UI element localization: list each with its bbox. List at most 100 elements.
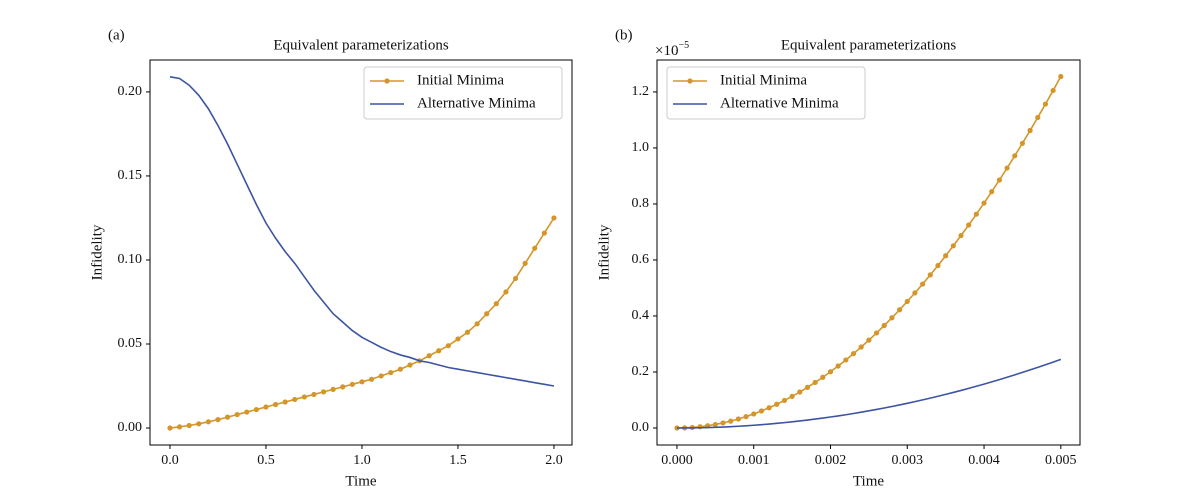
point — [996, 177, 1002, 183]
point — [426, 353, 432, 359]
point — [943, 253, 949, 259]
point — [950, 243, 956, 249]
point — [368, 376, 375, 382]
y-offset: ×10−5 — [655, 40, 689, 59]
point — [827, 369, 834, 375]
y-tick-label: 0.20 — [118, 84, 143, 99]
point — [474, 321, 480, 327]
point — [349, 381, 355, 387]
x-tick-label: 0.003 — [892, 453, 924, 468]
point — [889, 315, 895, 321]
point — [789, 393, 795, 399]
y-tick-label: 1.0 — [632, 140, 650, 155]
panel-label: (b) — [615, 27, 633, 43]
point — [981, 200, 987, 206]
legend: Initial Minima Alternative Minima — [666, 66, 866, 120]
series-line — [169, 217, 555, 429]
point — [797, 389, 803, 395]
legend-box — [363, 66, 563, 120]
x-tick-label: 0.004 — [968, 453, 1000, 468]
axes-frame — [149, 59, 573, 446]
point — [912, 290, 918, 296]
x-tick-label: 0.001 — [738, 453, 770, 468]
point — [464, 329, 471, 335]
point — [292, 396, 298, 403]
point — [196, 421, 202, 427]
point — [1058, 73, 1064, 80]
point — [881, 322, 887, 329]
x-tick-label: 0.0 — [161, 453, 179, 468]
point — [1027, 127, 1033, 134]
y-tick-label: 0.2 — [632, 364, 650, 379]
y-tick-label: 0.05 — [118, 336, 143, 351]
point — [311, 391, 317, 398]
y-tick-label: 0.4 — [632, 308, 650, 323]
point — [320, 389, 327, 395]
point — [728, 418, 734, 424]
x-tick-label: 0.5 — [257, 453, 275, 468]
point — [896, 307, 903, 313]
point — [858, 344, 864, 350]
chart-title: Equivalent parameterizations — [781, 37, 957, 53]
point — [301, 394, 307, 400]
point — [966, 222, 972, 228]
x-tick-label: 1.0 — [353, 453, 371, 468]
point — [973, 211, 979, 217]
x-tick-label: 1.5 — [449, 453, 467, 468]
axes-frame — [656, 59, 1081, 446]
point — [720, 420, 726, 426]
y-tick-label: 0.6 — [632, 252, 650, 267]
point — [224, 414, 231, 420]
point — [455, 336, 461, 342]
x-tick-label: 2.0 — [545, 453, 563, 468]
point — [835, 363, 841, 369]
chart-title: Equivalent parameterizations — [273, 37, 449, 53]
series-line — [169, 76, 555, 387]
x-axis-label: Time — [853, 473, 884, 489]
legend: Initial Minima Alternative Minima — [363, 66, 563, 120]
y-axis-label: Infidelity — [596, 224, 612, 280]
point — [1012, 153, 1018, 159]
x-axis-label: Time — [345, 473, 376, 489]
point — [866, 337, 872, 343]
point — [758, 408, 765, 414]
x-tick-label: 0.005 — [1045, 453, 1077, 468]
point — [1050, 87, 1056, 94]
point — [205, 419, 211, 425]
point — [551, 215, 557, 221]
y-tick-label: 1.2 — [632, 84, 650, 99]
panel: (b) Equivalent parameterizations Time Infid… — [596, 27, 1081, 489]
legend-marker — [687, 78, 693, 84]
point — [388, 369, 394, 376]
point — [282, 399, 288, 405]
point — [766, 405, 772, 411]
point — [712, 421, 718, 428]
point — [493, 301, 499, 307]
x-tick-label: 0.002 — [815, 453, 847, 468]
point — [904, 298, 910, 305]
point — [751, 411, 757, 417]
legend-label: Alternative Minima — [417, 95, 536, 111]
point — [359, 379, 365, 385]
point — [1035, 114, 1041, 121]
point — [958, 232, 964, 239]
legend-box — [666, 66, 866, 120]
point — [215, 417, 221, 423]
y-tick-label: 0.00 — [118, 420, 143, 435]
point — [522, 260, 528, 266]
point — [503, 289, 509, 295]
y-tick-label: 0.10 — [118, 252, 143, 267]
point — [989, 189, 995, 195]
point — [378, 373, 384, 379]
series-line — [676, 358, 1062, 429]
x-tick-label: 0.000 — [661, 453, 693, 468]
point — [743, 414, 749, 420]
point — [532, 245, 538, 251]
y-tick-label: 0.15 — [118, 168, 143, 183]
point — [812, 379, 818, 386]
point — [407, 362, 413, 368]
point — [272, 401, 279, 408]
point — [263, 404, 269, 410]
point — [843, 357, 849, 363]
